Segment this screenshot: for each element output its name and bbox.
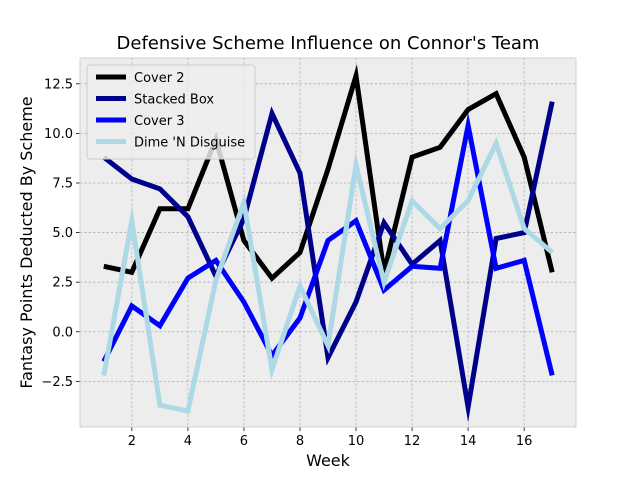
series-line-3 xyxy=(101,136,554,415)
plot-frame xyxy=(79,57,577,428)
series-layer xyxy=(101,64,555,423)
x-axis-label: Week xyxy=(306,451,351,470)
x-tick-label: 2 xyxy=(128,434,136,449)
legend-box xyxy=(86,64,256,160)
x-tick-label: 6 xyxy=(240,434,248,449)
x-tick-label: 14 xyxy=(460,434,477,449)
y-tick-label: 2.5 xyxy=(52,276,73,291)
x-tick-label: 12 xyxy=(404,434,421,449)
y-tick-label: 0.0 xyxy=(52,325,73,340)
y-tick-label: −2.5 xyxy=(41,375,73,390)
legend-label: Stacked Box xyxy=(134,93,214,108)
axes: 2 4 6 8 10 12 14 16 −2.5 0.0 2.5 5.0 7.5 10.0 12.5 xyxy=(41,57,577,449)
y-tick-label: 5.0 xyxy=(52,226,73,241)
x-tick-label: 8 xyxy=(296,434,304,449)
legend-label: Dime 'N Disguise xyxy=(134,136,245,151)
series-line-1 xyxy=(102,101,555,423)
y-tick-label: 12.5 xyxy=(44,77,73,92)
legend: Cover 2 Stacked Box Cover 3 Dime 'N Disguis… xyxy=(86,64,256,160)
legend-label: Cover 3 xyxy=(134,114,184,129)
y-axis-label: Fantasy Points Deducted By Scheme xyxy=(17,96,36,388)
y-tick-label: 7.5 xyxy=(52,176,73,191)
legend-label: Cover 2 xyxy=(134,71,184,86)
x-tick-label: 4 xyxy=(184,434,192,449)
series-line-2 xyxy=(101,112,555,376)
x-tick-label: 10 xyxy=(348,434,365,449)
chart-title: Defensive Scheme Influence on Connor's T… xyxy=(117,33,540,54)
x-tick-label: 16 xyxy=(516,434,533,449)
y-tick-label: 10.0 xyxy=(44,127,73,142)
